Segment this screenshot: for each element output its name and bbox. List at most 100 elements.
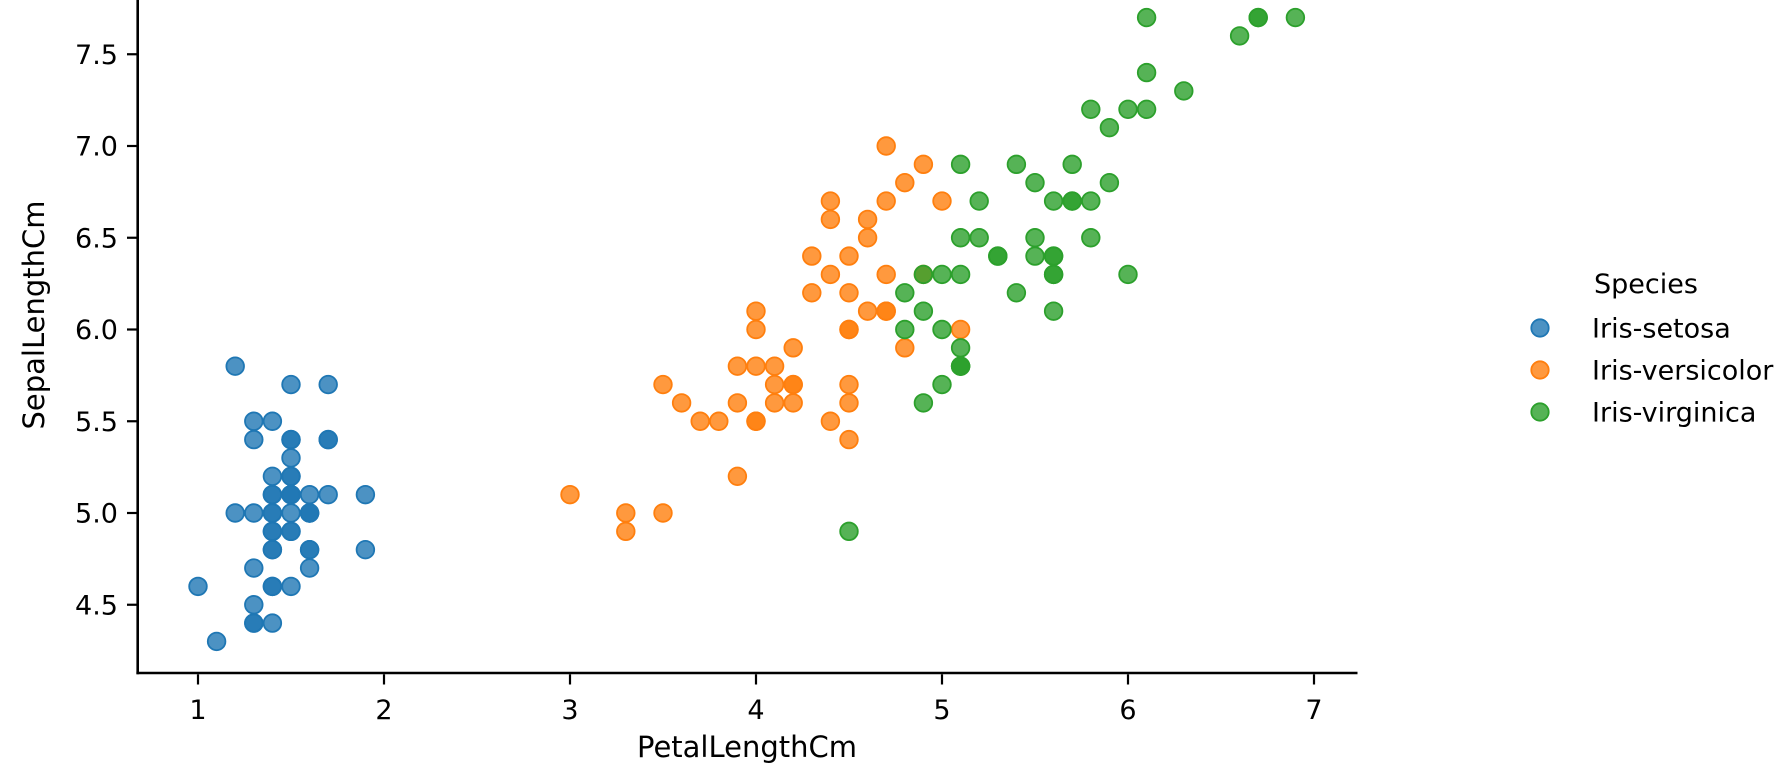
data-point	[299, 484, 320, 505]
data-point	[1062, 154, 1082, 175]
data-point	[281, 374, 301, 395]
data-point	[262, 484, 283, 505]
x-axis-label: PetalLengthCm	[637, 730, 857, 764]
data-point	[839, 283, 859, 303]
data-point	[1006, 154, 1027, 175]
data-point	[783, 393, 803, 413]
data-point	[1118, 99, 1138, 120]
data-point	[950, 154, 971, 175]
legend-entries: Iris-setosa Iris-versicolor Iris-virginica	[1530, 314, 1774, 429]
data-point	[299, 503, 320, 523]
data-point	[299, 558, 320, 578]
data-point	[895, 319, 915, 340]
data-point	[895, 338, 915, 358]
data-point	[988, 246, 1008, 266]
data-point	[244, 429, 264, 450]
data-point	[262, 576, 283, 597]
data-point	[355, 484, 376, 505]
data-point	[895, 172, 915, 193]
data-point	[1136, 7, 1157, 28]
data-point	[318, 429, 338, 450]
data-point	[262, 521, 283, 542]
legend-label-iris-virginica: Iris-virginica	[1592, 398, 1756, 429]
legend-title: Species	[1594, 269, 1698, 300]
y-tick-label: 4.5	[75, 590, 118, 621]
data-point	[857, 209, 878, 230]
data-point	[764, 393, 785, 413]
data-point	[839, 319, 859, 340]
data-point	[281, 576, 301, 597]
data-point	[1043, 264, 1064, 285]
data-point	[950, 264, 971, 285]
data-point	[820, 411, 841, 431]
data-point	[653, 374, 673, 395]
data-point	[1043, 246, 1064, 266]
data-point	[653, 503, 673, 523]
data-point	[281, 429, 301, 450]
data-point	[932, 374, 952, 395]
data-point	[876, 264, 896, 285]
data-point	[783, 338, 803, 358]
data-point	[671, 393, 692, 413]
data-point	[281, 484, 301, 505]
data-point	[281, 503, 301, 523]
data-point	[244, 558, 264, 578]
data-point	[764, 374, 785, 395]
data-point	[876, 191, 896, 211]
series-iris-virginica	[839, 7, 1306, 542]
data-point	[1025, 172, 1045, 193]
data-point	[746, 411, 766, 431]
legend-marker-iris-virginica	[1530, 402, 1550, 422]
legend: Species Iris-setosa Iris-versicolor Iris-v…	[1530, 269, 1774, 429]
data-point	[932, 264, 952, 285]
data-point	[281, 521, 301, 542]
data-point	[802, 283, 822, 303]
data-point	[746, 319, 766, 340]
data-point	[969, 191, 989, 211]
data-point	[913, 301, 934, 321]
data-point	[1118, 264, 1138, 285]
legend-marker-iris-versicolor	[1530, 360, 1550, 380]
data-point	[727, 356, 748, 376]
data-point	[839, 521, 859, 542]
data-point	[1025, 246, 1045, 266]
x-tick-label: 5	[933, 695, 950, 726]
data-point	[262, 503, 283, 523]
data-point	[1285, 7, 1306, 28]
data-point	[746, 356, 766, 376]
data-point	[299, 540, 320, 560]
y-tick-label: 7.0	[75, 132, 118, 163]
data-point	[1099, 117, 1120, 138]
y-tick-label: 7.5	[75, 40, 118, 71]
data-point	[950, 338, 971, 358]
data-point	[783, 374, 803, 395]
x-tick-label: 2	[375, 695, 392, 726]
data-point	[244, 503, 264, 523]
data-point	[1229, 26, 1250, 46]
data-point	[560, 484, 580, 505]
data-point	[281, 448, 301, 468]
data-point	[1174, 81, 1194, 101]
data-point	[262, 411, 283, 431]
data-point	[262, 540, 283, 560]
data-point	[950, 228, 971, 248]
data-point	[1136, 62, 1157, 83]
data-point	[1081, 228, 1101, 248]
y-axis-label: SepalLengthCm	[17, 200, 51, 429]
x-tick-label: 1	[189, 695, 206, 726]
data-point	[950, 319, 971, 340]
data-point	[932, 319, 952, 340]
data-point	[913, 264, 934, 285]
data-point	[690, 411, 710, 431]
data-point	[839, 393, 859, 413]
x-tick-label: 6	[1119, 695, 1136, 726]
legend-marker-iris-setosa	[1530, 318, 1550, 338]
data-point	[969, 228, 989, 248]
data-point	[244, 595, 264, 615]
data-point	[225, 503, 245, 523]
data-point	[355, 540, 376, 560]
data-point	[839, 429, 859, 450]
data-point	[950, 356, 971, 376]
